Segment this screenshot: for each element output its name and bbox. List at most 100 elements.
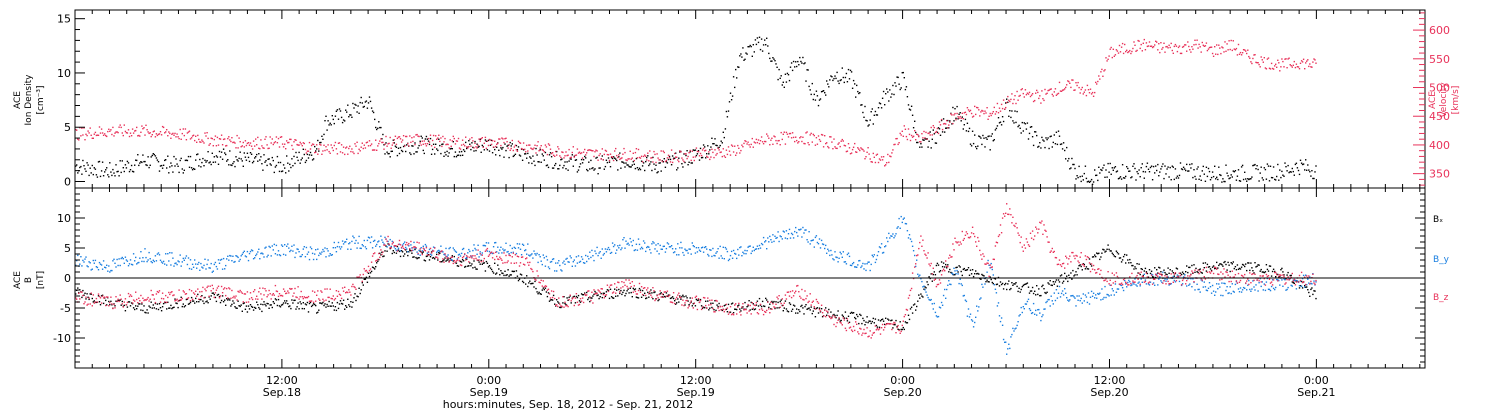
bx-point	[1256, 265, 1258, 267]
by-point	[268, 245, 270, 248]
by-point	[428, 248, 431, 251]
velocity-point	[289, 138, 291, 140]
ion-density-point	[1191, 163, 1193, 165]
by-point	[632, 239, 634, 242]
by-point	[131, 264, 134, 266]
ion-density-point	[670, 164, 673, 166]
by-point	[662, 245, 664, 248]
by-point	[619, 244, 621, 246]
by-point	[831, 254, 833, 256]
by-point	[990, 262, 992, 265]
bx-point	[904, 321, 907, 323]
bx-point	[317, 311, 319, 313]
bx-point	[1062, 280, 1065, 282]
velocity-point	[1119, 51, 1122, 53]
bz-point	[96, 301, 99, 303]
by-point	[670, 245, 673, 247]
bx-point	[1206, 263, 1209, 266]
bx-point	[1098, 252, 1100, 254]
bx-point	[549, 299, 552, 301]
ion-density-point	[196, 153, 198, 156]
velocity-point	[112, 126, 114, 129]
velocity-point	[1036, 89, 1038, 92]
ion-density-point	[826, 80, 828, 82]
ion-density-point	[1203, 173, 1205, 175]
bz-point	[205, 290, 207, 292]
by-point	[384, 236, 386, 239]
bx-point	[1312, 293, 1314, 296]
bx-point	[469, 262, 471, 264]
velocity-point	[457, 137, 460, 140]
bx-point	[800, 305, 802, 308]
bx-point	[606, 289, 609, 291]
velocity-point	[191, 135, 194, 137]
velocity-point	[246, 142, 249, 145]
velocity-point	[352, 151, 354, 153]
by-point	[1052, 303, 1054, 305]
bx-point	[1197, 271, 1199, 274]
ion-density-point	[786, 72, 789, 75]
by-point	[1067, 299, 1069, 301]
velocity-point	[1002, 99, 1005, 101]
bz-point	[93, 302, 95, 304]
velocity-point	[150, 135, 152, 138]
ion-density-point	[800, 60, 802, 63]
velocity-point	[725, 149, 728, 151]
bx-point	[814, 316, 817, 318]
ion-density-point	[1015, 121, 1017, 124]
by-point	[143, 260, 145, 263]
bx-point	[1095, 255, 1097, 258]
ion-density-point	[213, 156, 215, 158]
by-point	[247, 259, 250, 262]
by-point	[442, 251, 444, 253]
velocity-point	[1021, 88, 1023, 90]
bx-point	[226, 298, 228, 300]
ion-density-point	[929, 131, 931, 133]
ion-density-point	[197, 153, 199, 155]
velocity-point	[310, 144, 313, 147]
ion-density-point	[882, 90, 885, 93]
ion-density-point	[77, 172, 79, 174]
velocity-point	[977, 107, 979, 109]
velocity-point	[1072, 79, 1074, 81]
by-point	[964, 299, 967, 301]
ion-density-point	[85, 170, 87, 172]
velocity-point	[658, 159, 660, 161]
bz-point	[261, 298, 263, 300]
bx-point	[1080, 265, 1082, 268]
velocity-point	[935, 130, 938, 133]
bz-point	[238, 291, 240, 293]
bz-point	[86, 304, 88, 306]
bx-point	[260, 303, 262, 305]
velocity-point	[772, 143, 774, 145]
by-point	[1158, 278, 1160, 280]
bx-point	[298, 308, 300, 310]
bx-point	[681, 295, 683, 298]
velocity-point	[437, 137, 439, 139]
ion-density-point	[514, 153, 517, 155]
bz-point	[122, 306, 124, 308]
ion-density-point	[975, 146, 977, 148]
velocity-point	[462, 143, 465, 146]
by-point	[177, 260, 179, 262]
by-point	[168, 260, 170, 262]
by-point	[230, 255, 232, 257]
velocity-point	[179, 128, 181, 131]
velocity-point	[1181, 46, 1184, 48]
by-point	[1224, 282, 1226, 285]
by-point	[1021, 311, 1023, 314]
velocity-point	[181, 132, 183, 135]
velocity-point	[296, 143, 298, 146]
bx-point	[331, 302, 333, 304]
ion-density-point	[598, 167, 600, 169]
bx-point	[1172, 272, 1174, 274]
by-point	[228, 259, 230, 261]
bz-point	[112, 307, 114, 310]
by-point	[1152, 282, 1155, 284]
bx-point	[1016, 285, 1018, 288]
by-point	[365, 248, 368, 250]
bx-point	[821, 316, 824, 318]
by-point	[1307, 278, 1309, 280]
by-point	[312, 258, 315, 261]
bx-point	[916, 305, 918, 308]
